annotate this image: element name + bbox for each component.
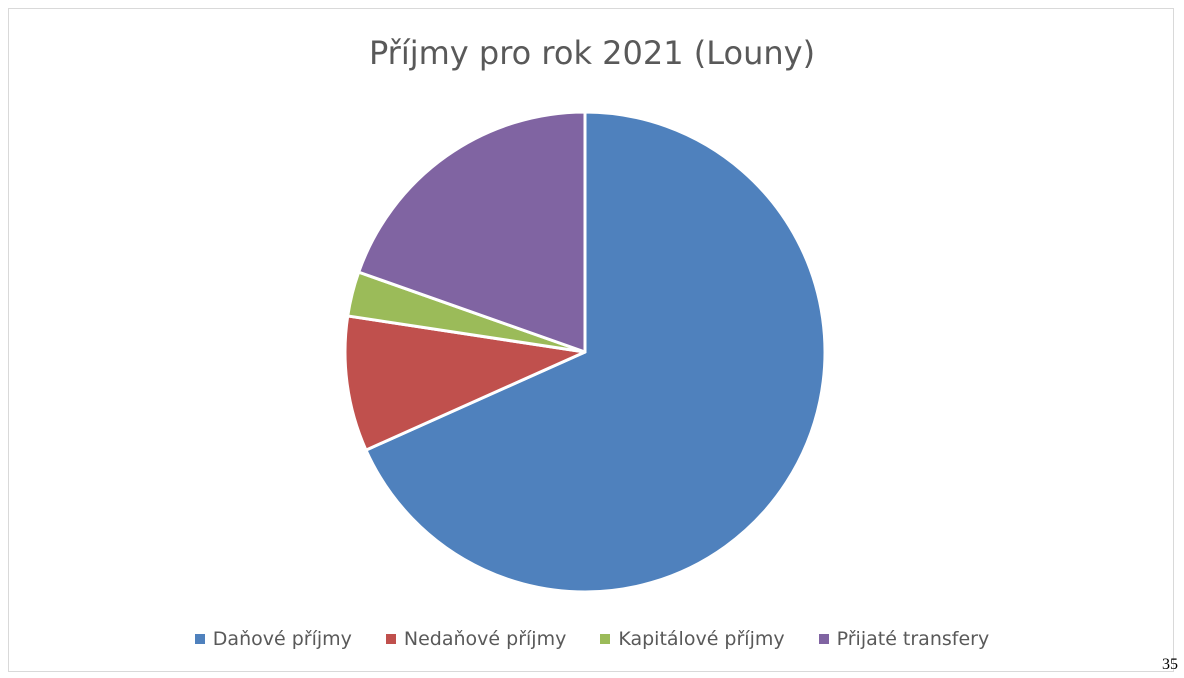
legend-item: Kapitálové příjmy	[600, 628, 785, 650]
legend-label: Kapitálové příjmy	[618, 628, 785, 650]
legend-label: Přijaté transfery	[836, 628, 990, 650]
legend-item: Přijaté transfery	[818, 628, 990, 650]
chart-title: Příjmy pro rok 2021 (Louny)	[368, 34, 816, 72]
legend-label: Nedaňové příjmy	[403, 628, 567, 650]
pie-slice-nedanove-prijmy	[343, 314, 587, 452]
legend-label: Daňové příjmy	[212, 628, 352, 650]
legend-swatch	[600, 634, 611, 644]
pie-slice-danove-prijmy	[364, 110, 827, 594]
page-number: 35	[1162, 656, 1178, 673]
legend-swatch	[818, 634, 829, 644]
legend-item: Daňové příjmy	[194, 628, 352, 650]
legend-swatch	[385, 634, 396, 644]
pie-slice-prijate-transfery	[357, 110, 587, 354]
legend-item: Nedaňové příjmy	[385, 628, 567, 650]
legend-swatch	[194, 634, 205, 644]
chart-legend: Daňové příjmy Nedaňové příjmy Kapitálové p…	[0, 628, 1184, 650]
